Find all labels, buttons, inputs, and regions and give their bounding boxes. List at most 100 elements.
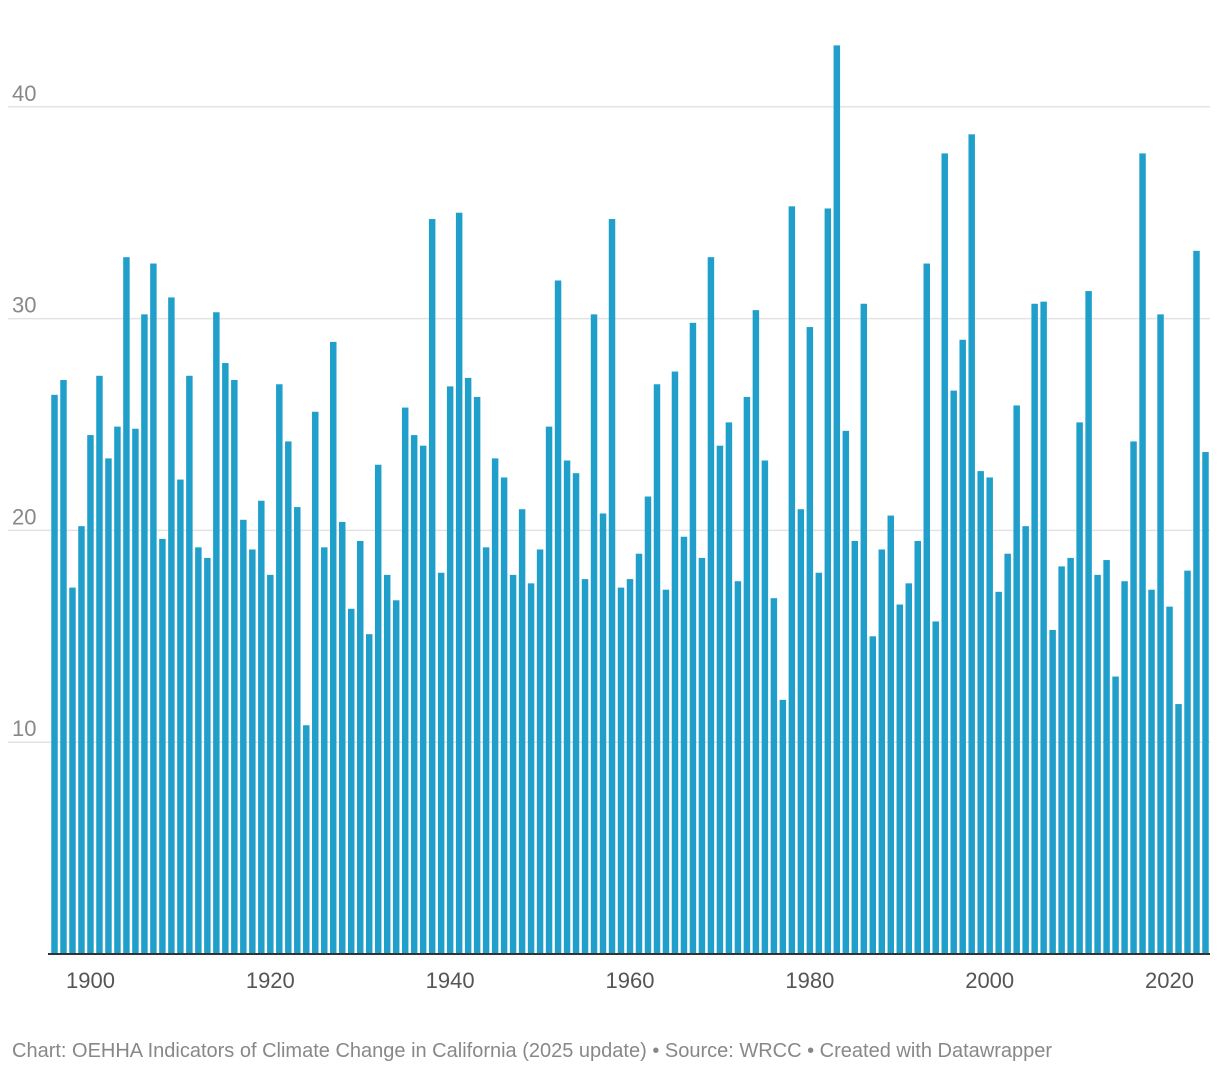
bar-1905 [132, 428, 139, 954]
bar-1976 [770, 598, 778, 954]
bar-1923 [294, 507, 301, 954]
y-tick-label-40: 40 [12, 81, 36, 106]
bar-1924 [303, 725, 310, 954]
bar-1991 [905, 583, 912, 954]
bar-1926 [321, 547, 328, 954]
bar-1928 [339, 521, 346, 954]
bar-1934 [392, 600, 400, 954]
bar-1975 [761, 460, 769, 954]
bar-1901 [96, 375, 103, 954]
bar-2007 [1049, 629, 1056, 954]
bar-1954 [572, 473, 580, 954]
y-tick-label-20: 20 [12, 504, 36, 529]
bar-2022 [1184, 570, 1191, 954]
bar-1904 [123, 257, 130, 954]
bar-1936 [410, 435, 418, 955]
bar-2019 [1157, 314, 1164, 954]
x-tick-label-1940: 1940 [426, 968, 475, 993]
x-tick-label-2000: 2000 [965, 968, 1014, 993]
bar-1919 [258, 500, 265, 954]
bar-1948 [518, 509, 526, 954]
bar-1938 [428, 219, 436, 955]
bar-1910 [177, 479, 184, 954]
bar-1944 [482, 547, 490, 954]
bar-1981 [815, 572, 823, 954]
bar-1953 [563, 460, 571, 954]
bar-2002 [1004, 553, 1011, 954]
bar-1947 [509, 574, 517, 954]
bar-2023 [1193, 250, 1200, 954]
bar-1931 [365, 634, 373, 954]
bar-2003 [1013, 405, 1020, 954]
bar-1921 [276, 384, 283, 954]
bar-1922 [285, 441, 292, 954]
bar-1974 [752, 310, 760, 954]
bar-1912 [195, 547, 202, 954]
bar-1939 [437, 572, 445, 954]
y-axis-ticks: 10 20 30 40 [12, 81, 36, 741]
bar-1909 [168, 297, 175, 954]
bar-1913 [204, 557, 211, 954]
bar-chart: 10 20 30 40 1900 1920 1940 1960 1980 2000 2020 [8, 45, 1210, 993]
bar-1906 [141, 314, 148, 954]
bar-1908 [159, 538, 166, 954]
bar-1986 [860, 303, 868, 954]
bar-1996 [950, 390, 957, 954]
bar-2015 [1121, 581, 1128, 954]
y-tick-label-10: 10 [12, 716, 36, 741]
bar-1977 [779, 699, 787, 954]
bar-1929 [348, 608, 355, 954]
bar-1918 [249, 549, 256, 954]
bar-1920 [267, 574, 274, 954]
bar-1980 [806, 327, 814, 954]
bar-1989 [887, 515, 895, 954]
y-tick-label-30: 30 [12, 293, 36, 318]
bar-1933 [383, 574, 391, 954]
bar-1942 [464, 377, 472, 954]
bar-2008 [1058, 566, 1065, 954]
bar-1970 [716, 445, 724, 954]
x-tick-label-1980: 1980 [785, 968, 834, 993]
bar-2020 [1166, 606, 1173, 954]
bar-1940 [446, 386, 454, 954]
bar-2014 [1112, 676, 1119, 954]
bar-2013 [1103, 560, 1110, 954]
bar-2011 [1085, 291, 1092, 954]
bar-2017 [1139, 153, 1146, 954]
bar-1979 [797, 509, 805, 954]
bar-1907 [150, 263, 157, 954]
x-tick-label-1920: 1920 [246, 968, 295, 993]
bar-2006 [1040, 301, 1047, 954]
bar-1969 [707, 257, 715, 954]
x-axis-ticks: 1900 1920 1940 1960 1980 2000 2020 [66, 968, 1194, 993]
bar-1941 [455, 212, 463, 954]
x-tick-label-1900: 1900 [66, 968, 115, 993]
bar-1972 [734, 581, 742, 954]
bar-1965 [671, 371, 679, 954]
bars [51, 45, 1209, 955]
bar-1902 [105, 458, 112, 954]
bar-1900 [87, 435, 94, 955]
bar-1956 [590, 314, 598, 954]
bar-2021 [1175, 704, 1182, 954]
bar-1999 [977, 471, 984, 954]
bar-2001 [995, 591, 1002, 954]
bar-1971 [725, 422, 733, 954]
bar-1997 [959, 339, 966, 954]
bar-1968 [698, 557, 706, 954]
bar-1898 [69, 587, 76, 954]
bar-1966 [680, 536, 688, 954]
bar-2000 [986, 477, 993, 954]
bar-1952 [554, 280, 562, 955]
bar-2010 [1076, 422, 1083, 954]
bar-1985 [851, 540, 859, 954]
bar-1983 [833, 45, 841, 954]
bar-1963 [653, 384, 661, 954]
bar-1927 [330, 341, 337, 954]
bar-1987 [869, 636, 877, 954]
bar-1930 [357, 540, 364, 954]
x-tick-label-1960: 1960 [606, 968, 655, 993]
bar-2016 [1130, 441, 1137, 954]
bar-1993 [923, 263, 930, 954]
